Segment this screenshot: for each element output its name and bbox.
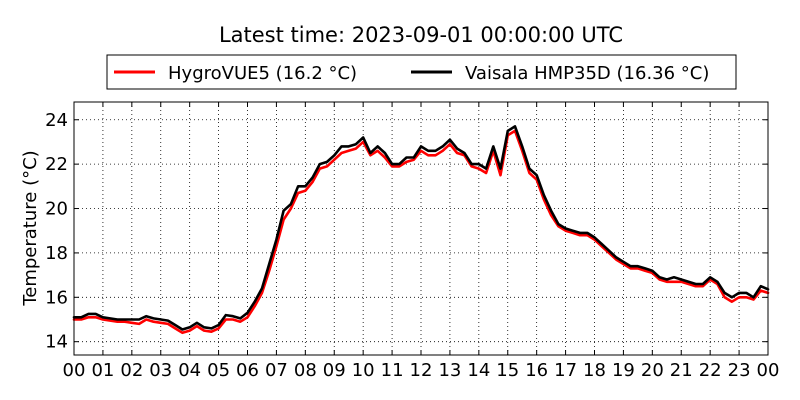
- x-tick-label: 18: [583, 360, 606, 381]
- series-line-hygrovue: [72, 129, 770, 335]
- x-tick-label: 01: [91, 360, 114, 381]
- x-tick-label: 07: [265, 360, 288, 381]
- x-tick-label: 19: [612, 360, 635, 381]
- legend-label-hygrovue: HygroVUE5 (16.2 °C): [168, 63, 357, 84]
- legend: HygroVUE5 (16.2 °C) Vaisala HMP35D (16.3…: [106, 54, 737, 90]
- x-tick-label: 16: [525, 360, 548, 381]
- x-tick-label: 13: [438, 360, 461, 381]
- x-tick-label: 11: [381, 360, 404, 381]
- plot-frame: [73, 101, 769, 356]
- series-line-vaisala: [72, 125, 770, 331]
- x-tick-label: 17: [554, 360, 577, 381]
- y-tick-label: 16: [45, 287, 68, 308]
- gridlines: [74, 102, 768, 355]
- y-axis-label: Temperature (°C): [20, 150, 41, 306]
- x-tick-label: 02: [120, 360, 143, 381]
- x-tick-label: 00: [63, 360, 86, 381]
- x-tick-label: 23: [728, 360, 751, 381]
- y-tick-label: 14: [45, 332, 68, 353]
- x-tick-label: 08: [294, 360, 317, 381]
- x-tick-label: 09: [323, 360, 346, 381]
- x-tick-label: 21: [670, 360, 693, 381]
- x-tick-label: 04: [178, 360, 201, 381]
- series-layer: [72, 125, 770, 335]
- ticks: 00 01 02 03 04 05 06 07 08 09 10 11 12 13 14 15 16 17 18 19…: [45, 102, 779, 381]
- x-tick-label: 10: [352, 360, 375, 381]
- y-tick-label: 20: [45, 199, 68, 220]
- chart-title: Latest time: 2023-09-01 00:00:00 UTC: [219, 23, 623, 47]
- y-tick-label: 18: [45, 243, 68, 264]
- legend-label-vaisala: Vaisala HMP35D (16.36 °C): [465, 63, 709, 84]
- y-tick-label: 24: [45, 110, 68, 131]
- x-tick-label: 22: [699, 360, 722, 381]
- x-tick-label: 15: [496, 360, 519, 381]
- x-tick-label: 00: [757, 360, 780, 381]
- x-tick-label: 12: [410, 360, 433, 381]
- x-tick-label: 14: [467, 360, 490, 381]
- y-tick-label: 22: [45, 154, 68, 175]
- x-tick-label: 03: [149, 360, 172, 381]
- x-tick-label: 06: [236, 360, 259, 381]
- x-tick-label: 20: [641, 360, 664, 381]
- x-tick-label: 05: [207, 360, 230, 381]
